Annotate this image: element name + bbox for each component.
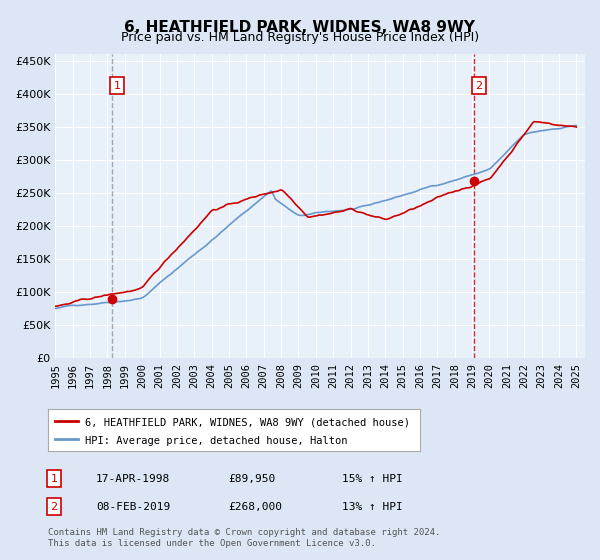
Text: 08-FEB-2019: 08-FEB-2019 — [96, 502, 170, 512]
Text: 1: 1 — [113, 81, 121, 91]
Text: 17-APR-1998: 17-APR-1998 — [96, 474, 170, 484]
Text: 2: 2 — [475, 81, 482, 91]
Text: 6, HEATHFIELD PARK, WIDNES, WA8 9WY (detached house): 6, HEATHFIELD PARK, WIDNES, WA8 9WY (det… — [85, 417, 410, 427]
Text: Price paid vs. HM Land Registry's House Price Index (HPI): Price paid vs. HM Land Registry's House … — [121, 31, 479, 44]
Text: Contains HM Land Registry data © Crown copyright and database right 2024.
This d: Contains HM Land Registry data © Crown c… — [48, 528, 440, 548]
Text: 15% ↑ HPI: 15% ↑ HPI — [342, 474, 403, 484]
Text: HPI: Average price, detached house, Halton: HPI: Average price, detached house, Halt… — [85, 436, 348, 446]
Text: £268,000: £268,000 — [228, 502, 282, 512]
Text: 6, HEATHFIELD PARK, WIDNES, WA8 9WY: 6, HEATHFIELD PARK, WIDNES, WA8 9WY — [125, 20, 476, 35]
Text: 1: 1 — [50, 474, 58, 484]
Text: 2: 2 — [50, 502, 58, 512]
Text: £89,950: £89,950 — [228, 474, 275, 484]
Text: 13% ↑ HPI: 13% ↑ HPI — [342, 502, 403, 512]
